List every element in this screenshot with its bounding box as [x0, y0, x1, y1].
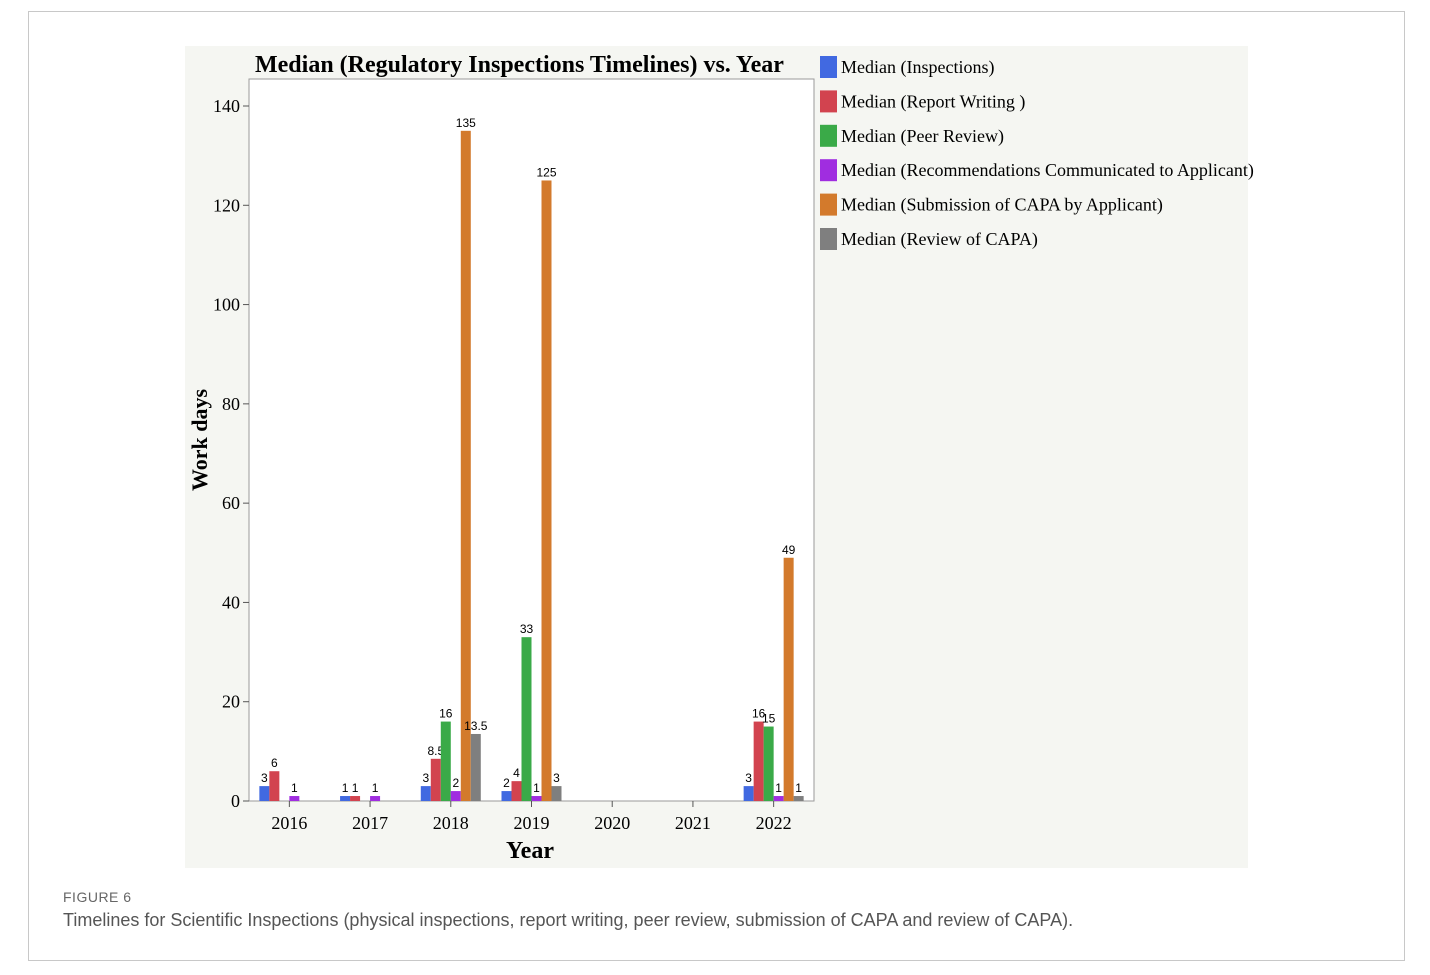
legend-entry: Median (Inspections) [841, 57, 994, 78]
y-tick-label: 100 [213, 295, 240, 315]
data-label: 1 [372, 781, 379, 795]
bar [773, 796, 784, 801]
bar [743, 786, 754, 801]
bar [753, 721, 764, 801]
bar [793, 796, 804, 801]
legend-entry: Median (Peer Review) [841, 126, 1004, 147]
bar [340, 796, 351, 801]
bar [370, 796, 381, 801]
bar [551, 786, 562, 801]
data-label: 1 [291, 781, 298, 795]
y-tick-label: 120 [213, 195, 240, 215]
legend-entry: Median (Review of CAPA) [841, 229, 1038, 250]
data-label: 2 [452, 776, 459, 790]
y-tick-label: 40 [222, 592, 240, 612]
x-tick-label: 2020 [594, 813, 630, 833]
bar [531, 796, 542, 801]
y-tick-label: 0 [231, 791, 240, 811]
bar [350, 796, 361, 801]
bar [763, 726, 774, 801]
figure-label: FIGURE 6 [63, 889, 132, 905]
x-tick-label: 2016 [271, 813, 307, 833]
data-label: 3 [261, 771, 268, 785]
data-label: 13.5 [464, 719, 488, 733]
bar [511, 781, 522, 801]
data-label: 3 [553, 771, 560, 785]
bar [460, 130, 471, 802]
data-label: 125 [536, 165, 556, 179]
chart-area: Median (Regulatory Inspections Timelines… [185, 46, 1254, 868]
bar [501, 791, 512, 801]
bar [430, 758, 441, 801]
bar-chart: Median (Regulatory Inspections Timelines… [187, 52, 1254, 864]
y-tick-label: 20 [222, 692, 240, 712]
legend-entry: Median (Report Writing ) [841, 91, 1025, 112]
bar [420, 786, 431, 801]
data-label: 1 [342, 781, 349, 795]
bar [541, 180, 552, 801]
legend-swatch [820, 90, 837, 113]
bar [259, 786, 270, 801]
data-label: 33 [520, 622, 534, 636]
x-tick-label: 2017 [352, 813, 388, 833]
y-tick-label: 140 [213, 96, 240, 116]
data-label: 4 [513, 766, 520, 780]
bar [289, 796, 300, 801]
x-tick-label: 2019 [514, 813, 550, 833]
legend-swatch [820, 124, 837, 147]
bar [470, 733, 481, 801]
y-axis-label: Work days [187, 389, 212, 492]
legend-swatch [820, 159, 837, 182]
data-label: 16 [439, 707, 453, 721]
data-label: 1 [775, 781, 782, 795]
legend-swatch [820, 193, 837, 216]
x-tick-label: 2021 [675, 813, 711, 833]
bar [269, 771, 280, 801]
data-label: 1 [795, 781, 802, 795]
data-label: 15 [762, 712, 776, 726]
y-tick-label: 80 [222, 394, 240, 414]
x-axis-label: Year [506, 838, 554, 864]
data-label: 6 [271, 756, 278, 770]
legend-entry: Median (Submission of CAPA by Applicant) [841, 195, 1163, 216]
x-tick-label: 2022 [756, 813, 792, 833]
legend-swatch [820, 56, 837, 78]
bar [783, 557, 794, 801]
data-label: 16 [752, 707, 766, 721]
y-tick-label: 60 [222, 493, 240, 513]
bar [521, 637, 532, 801]
data-label: 1 [352, 781, 359, 795]
data-label: 1 [533, 781, 540, 795]
figure-caption: Timelines for Scientific Inspections (ph… [63, 910, 1074, 930]
data-label: 135 [456, 116, 476, 130]
data-label: 3 [745, 771, 752, 785]
data-label: 2 [503, 776, 510, 790]
bar [440, 721, 451, 801]
data-label: 49 [782, 543, 796, 557]
data-label: 3 [422, 771, 429, 785]
chart-title: Median (Regulatory Inspections Timelines… [255, 52, 784, 78]
x-tick-label: 2018 [433, 813, 469, 833]
legend-entry: Median (Recommendations Communicated to … [841, 160, 1254, 181]
bar [450, 791, 461, 801]
data-label: 8.5 [427, 744, 444, 758]
legend-swatch [820, 228, 837, 250]
